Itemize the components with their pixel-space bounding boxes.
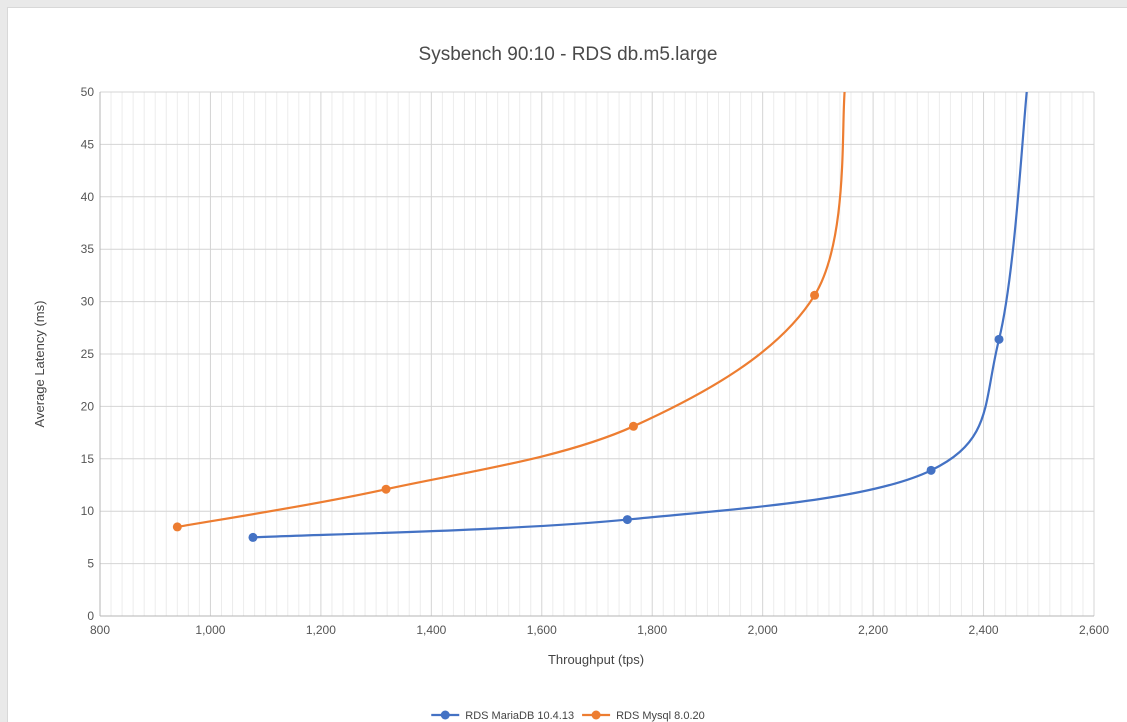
grid xyxy=(99,91,1095,617)
y-tick-label: 40 xyxy=(81,190,95,204)
chart-svg: Sysbench 90:10 - RDS db.m5.large 800 1,00… xyxy=(32,44,1109,722)
x-tick-label: 2,600 xyxy=(1079,623,1109,637)
series-line xyxy=(177,92,846,529)
legend-label: RDS Mysql 8.0.20 xyxy=(616,710,705,722)
legend-label: RDS MariaDB 10.4.13 xyxy=(465,710,574,722)
x-tick-labels: 800 1,000 1,200 1,400 1,600 1,800 2,000 2,200 2,… xyxy=(90,623,1109,637)
data-point xyxy=(628,421,638,431)
legend-item: RDS Mysql 8.0.20 xyxy=(582,710,705,722)
y-tick-label: 30 xyxy=(81,295,95,309)
x-tick-label: 1,000 xyxy=(195,623,225,637)
y-tick-label: 5 xyxy=(87,557,94,571)
y-tick-label: 35 xyxy=(81,242,95,256)
data-point xyxy=(248,532,258,542)
data-point xyxy=(810,290,820,300)
y-tick-labels: 0 5 10 15 20 25 30 35 40 45 50 xyxy=(81,85,95,623)
series-layer xyxy=(172,92,1028,542)
y-tick-label: 15 xyxy=(81,452,95,466)
legend-item: RDS MariaDB 10.4.13 xyxy=(431,710,574,722)
data-point xyxy=(172,522,182,532)
x-tick-label: 2,200 xyxy=(858,623,888,637)
data-point xyxy=(381,484,391,494)
x-tick-label: 2,400 xyxy=(969,623,999,637)
x-tick-label: 1,600 xyxy=(527,623,557,637)
y-tick-label: 10 xyxy=(81,504,95,518)
series-mariadb xyxy=(248,92,1028,542)
legend-marker xyxy=(591,710,601,720)
y-axis-title: Average Latency (ms) xyxy=(32,301,47,428)
y-tick-label: 50 xyxy=(81,85,95,99)
y-tick-label: 20 xyxy=(81,399,95,413)
axes xyxy=(99,92,1094,617)
x-axis-title: Throughput (tps) xyxy=(548,652,644,667)
chart-frame: Sysbench 90:10 - RDS db.m5.large 800 1,00… xyxy=(8,8,1127,722)
x-tick-label: 800 xyxy=(90,623,110,637)
series-mysql xyxy=(172,92,846,532)
x-tick-label: 1,200 xyxy=(306,623,336,637)
data-point xyxy=(926,465,936,475)
data-point xyxy=(994,334,1004,344)
x-tick-label: 1,800 xyxy=(637,623,667,637)
y-tick-label: 0 xyxy=(87,609,94,623)
chart-title: Sysbench 90:10 - RDS db.m5.large xyxy=(419,44,718,65)
legend: RDS MariaDB 10.4.13 RDS Mysql 8.0.20 xyxy=(431,710,705,722)
y-tick-label: 45 xyxy=(81,137,95,151)
x-tick-label: 1,400 xyxy=(416,623,446,637)
data-point xyxy=(622,515,632,525)
series-line xyxy=(252,92,1028,539)
legend-marker xyxy=(440,710,450,720)
y-tick-label: 25 xyxy=(81,347,95,361)
x-tick-label: 2,000 xyxy=(748,623,778,637)
